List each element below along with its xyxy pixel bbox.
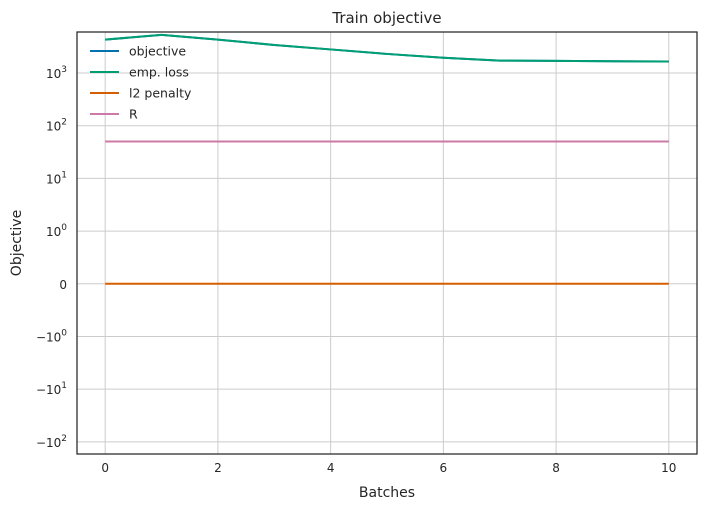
y-tick-label: −101 [36, 381, 67, 397]
x-tick-label: 4 [327, 461, 335, 475]
y-tick-label: 101 [46, 170, 67, 186]
x-axis-label: Batches [359, 485, 415, 501]
y-tick-base: −10 [36, 436, 61, 450]
y-tick-base: −10 [36, 383, 61, 397]
y-tick-base: 10 [46, 225, 61, 239]
legend: objective emp. loss l2 penalty R [90, 44, 192, 122]
plot-frame [76, 31, 698, 455]
y-tick-base: 10 [46, 172, 61, 186]
x-tick-label: 10 [661, 461, 676, 475]
y-tick-exponent: 1 [61, 170, 67, 180]
y-tick-label: −100 [36, 328, 67, 344]
x-tick-label: 2 [214, 461, 222, 475]
y-tick-base: 10 [46, 120, 61, 134]
legend-label: l2 penalty [129, 86, 192, 101]
x-tick-label: 0 [101, 461, 109, 475]
legend-label: R [129, 107, 138, 122]
x-tick-labels: 0 2 4 6 8 10 [101, 461, 676, 475]
y-tick-label: 100 [46, 223, 67, 239]
series-lines [105, 33, 669, 285]
y-tick-base: 0 [59, 278, 67, 292]
x-tick-label: 6 [440, 461, 448, 475]
y-tick-exponent: 1 [61, 381, 67, 391]
y-tick-base: 10 [46, 67, 61, 81]
legend-label: emp. loss [129, 65, 189, 80]
y-tick-exponent: 0 [61, 223, 67, 233]
series-line-1 [105, 33, 669, 63]
y-tick-exponent: 2 [61, 434, 67, 444]
y-axis-label: Objective [9, 210, 25, 276]
x-tick-label: 8 [552, 461, 560, 475]
y-tick-label: −102 [36, 434, 67, 450]
y-tick-exponent: 3 [61, 65, 67, 75]
y-tick-label: 102 [46, 118, 67, 134]
legend-label: objective [129, 44, 186, 59]
y-tick-exponent: 2 [61, 118, 67, 128]
y-tick-base: −10 [36, 330, 61, 344]
chart-title: Train objective [331, 9, 441, 27]
y-tick-label: 0 [59, 278, 67, 292]
y-tick-label: 103 [46, 65, 67, 81]
y-tick-exponent: 0 [61, 328, 67, 338]
